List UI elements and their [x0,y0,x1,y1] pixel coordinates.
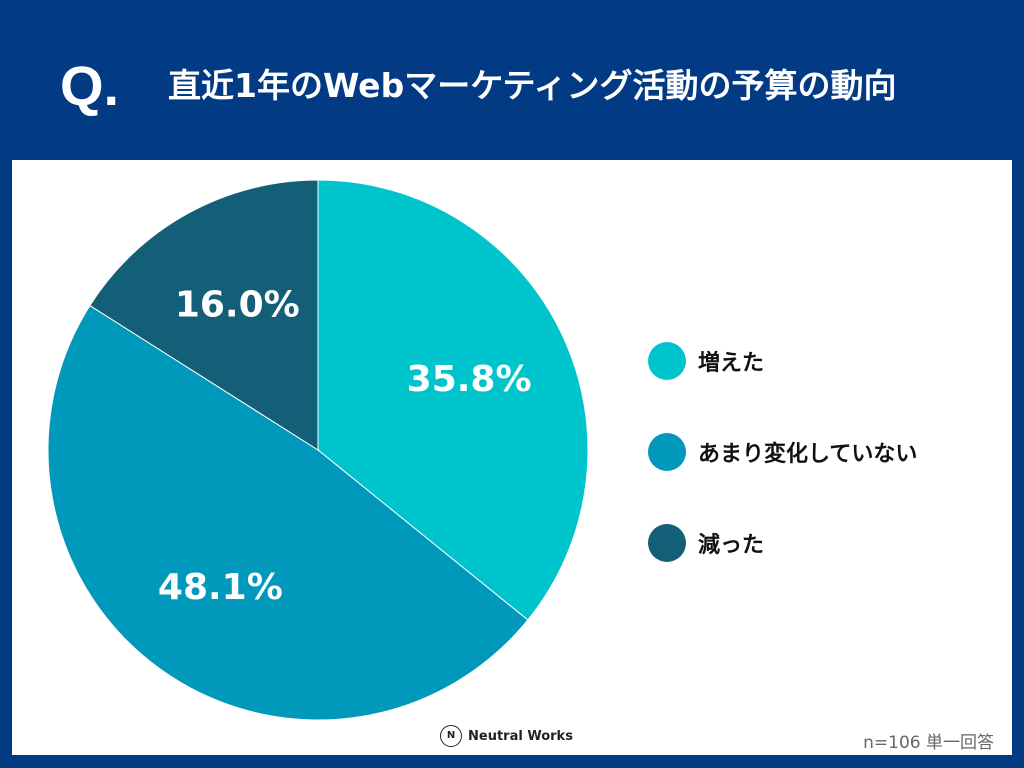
legend-swatch [648,342,686,380]
data-label: 35.8% [407,359,532,400]
q-mark: Q. [60,54,120,117]
sample-note: n=106 単一回答 [863,733,994,753]
legend-item: 増えた [648,342,764,380]
legend-swatch [648,524,686,562]
logo-icon: N [440,725,462,747]
page-title: 直近1年のWebマーケティング活動の予算の動向 [168,66,897,105]
legend-item: 減った [648,524,764,562]
logo-text: Neutral Works [468,728,573,744]
pie-slice [89,179,319,451]
legend-label: 減った [698,533,765,558]
pie-slice [47,304,529,721]
logo: N Neutral Works [440,725,573,747]
legend-label: あまり変化していない [698,442,918,467]
data-label: 16.0% [175,284,300,325]
legend-swatch [648,433,686,471]
data-label: 48.1% [158,567,283,608]
legend-item: あまり変化していない [648,433,917,471]
legend-label: 増えた [698,351,765,376]
pie-slice [317,179,589,621]
